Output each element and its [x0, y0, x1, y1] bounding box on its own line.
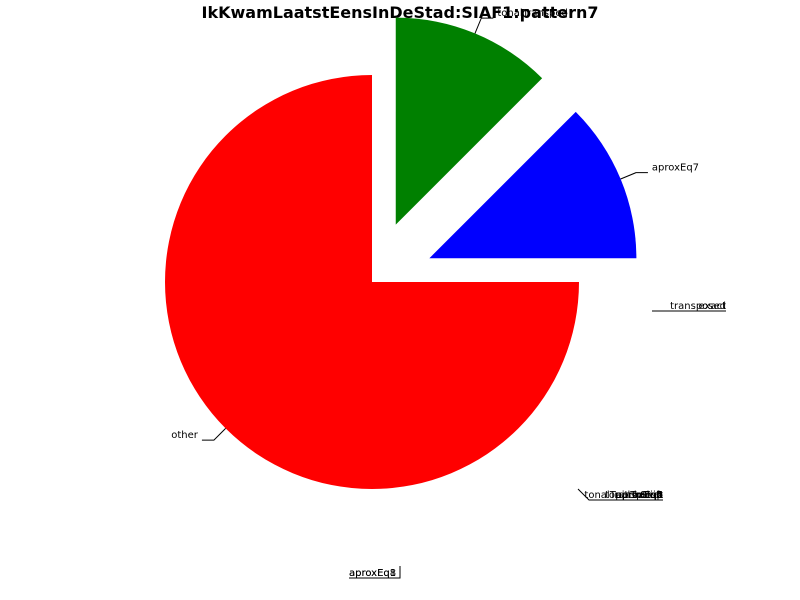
slice-label-aproxeq8: aproxEq8 [349, 568, 396, 579]
leader-other [201, 428, 226, 441]
slice-label-exact: exact [699, 301, 727, 312]
slice-label-aproxeq7: aproxEq7 [652, 163, 699, 174]
slice-label-tonaltransp: tonalTransp [605, 490, 663, 501]
pie-labels: other tonalTransped aproxEq7 transposedexac… [171, 8, 726, 579]
pie-slice-tonaltransped [395, 17, 543, 225]
slice-label-aproxeq5: aproxEq5 [616, 490, 663, 501]
leader-aproxeq7 [620, 172, 648, 180]
slice-label-aproxeq3: aproxEq3 [616, 490, 663, 501]
leader-tonaltransped [474, 17, 494, 34]
slice-label-aproxeq2: aproxEq2 [616, 490, 663, 501]
slice-label-aproxeq4: aproxEq4 [616, 490, 663, 501]
pie-slice-aproxeq7 [429, 111, 637, 259]
chart-title: IkKwamLaatstEensInDeStad:SIAF1:pattern7 [202, 3, 599, 22]
leader-zero-bottom [349, 566, 401, 579]
slice-label-aproxeq6: aproxEq6 [616, 490, 663, 501]
pie-slice-other [165, 75, 579, 489]
pie-slices [165, 17, 637, 489]
slice-label-other: other [171, 430, 199, 441]
slice-label-tonaltransped: tonalTransped [497, 8, 568, 19]
slice-label-aproxeq1: aproxEq1 [349, 568, 396, 579]
leader-zero-between [577, 488, 663, 501]
slice-label-transposed: transposed [670, 301, 726, 312]
slice-label-tonaltranspdiat: tonalTranspDiat [584, 490, 663, 501]
slice-label-pitchshift: pitchShift [615, 490, 663, 501]
